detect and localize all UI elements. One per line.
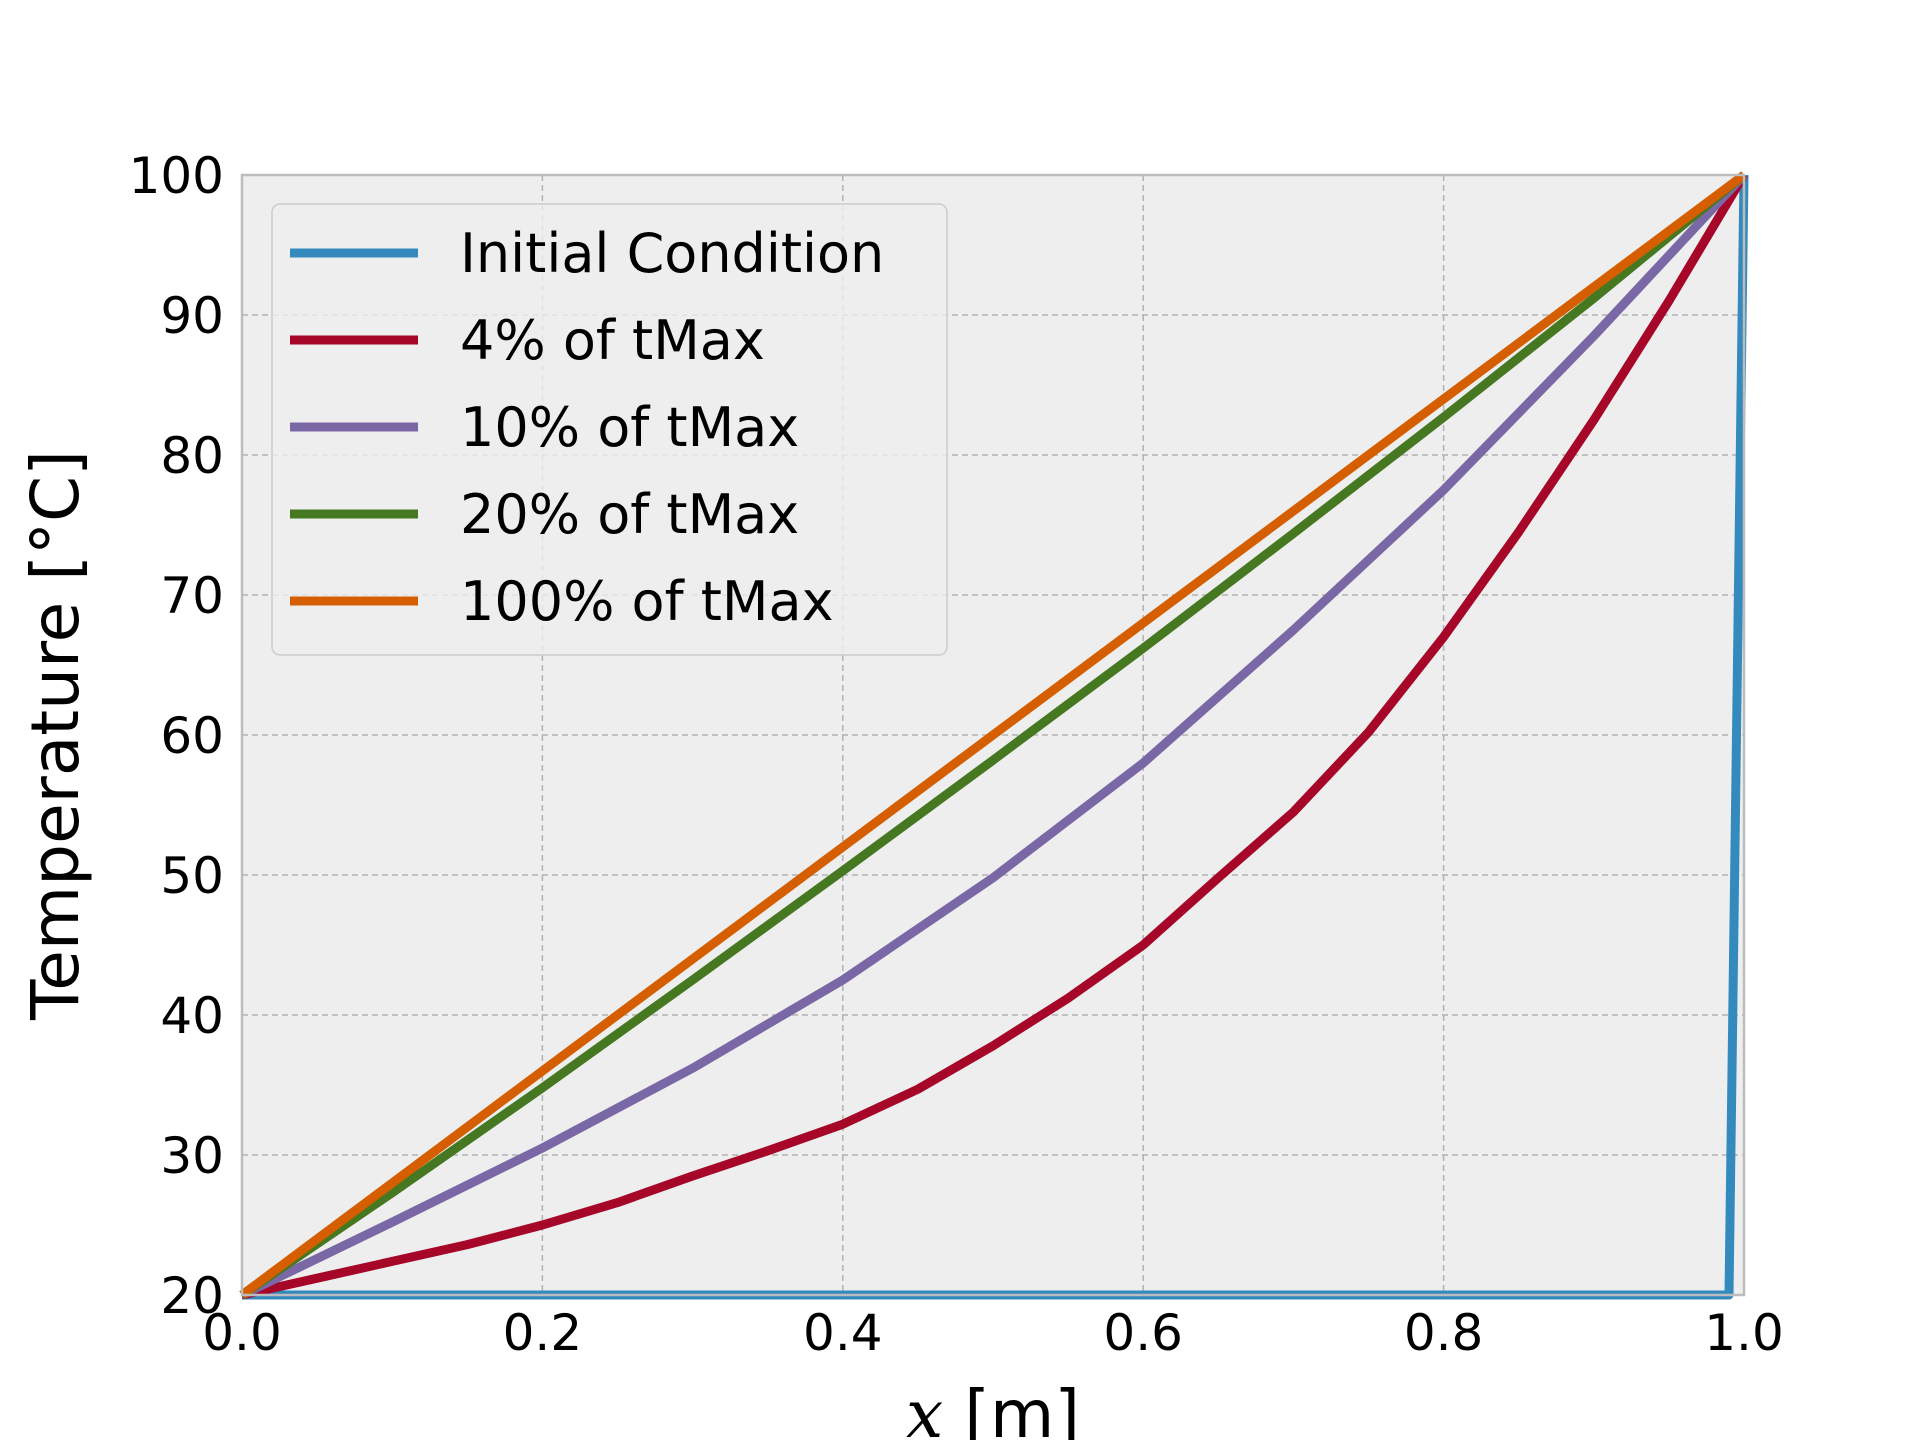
x-tick-label: 0.6 (1103, 1304, 1183, 1362)
plot-frame (240, 173, 1746, 1297)
x-tick-label: 0.0 (202, 1304, 282, 1362)
y-tick-label: 50 (160, 847, 224, 905)
legend-entries: Initial Condition 4% of tMax 10% of tMax 20… (290, 222, 884, 633)
y-tick-label: 80 (160, 427, 224, 485)
legend-label: Initial Condition (460, 222, 884, 285)
y-tick-label: 100 (129, 147, 224, 205)
legend-label: 20% of tMax (460, 483, 799, 546)
legend-frame (271, 203, 948, 656)
y-axis-label: Temperature [°C] (17, 450, 94, 1021)
y-tick-label: 20 (160, 1267, 224, 1325)
legend-label: 100% of tMax (460, 570, 834, 633)
series-line-2 (240, 171, 1748, 1300)
x-axis-unit: [m] (943, 1376, 1080, 1440)
series-line-1 (241, 172, 1748, 1300)
y-tick-label: 70 (160, 567, 224, 625)
x-tick-label: 0.8 (1404, 1304, 1484, 1362)
series-line-3 (239, 171, 1747, 1299)
legend: Initial Condition 4% of tMax 10% of tMax 20… (271, 203, 948, 656)
legend-label: 4% of tMax (460, 309, 765, 372)
x-axis-variable: x (906, 1376, 943, 1440)
series-line-4 (239, 171, 1747, 1299)
legend-label: 10% of tMax (460, 396, 799, 459)
y-tick-label: 60 (160, 707, 224, 765)
x-tick-label: 0.2 (503, 1304, 583, 1362)
y-tick-labels: 20 30 40 50 60 70 80 90 100 (129, 147, 224, 1325)
y-tick-label: 40 (160, 987, 224, 1045)
x-tick-labels: 0.0 0.2 0.4 0.6 0.8 1.0 (202, 1304, 1784, 1362)
y-tick-label: 90 (160, 287, 224, 345)
x-tick-label: 0.4 (803, 1304, 883, 1362)
x-axis-label: x [m] (906, 1376, 1080, 1440)
y-tick-label: 30 (160, 1127, 224, 1185)
x-tick-label: 1.0 (1704, 1304, 1784, 1362)
